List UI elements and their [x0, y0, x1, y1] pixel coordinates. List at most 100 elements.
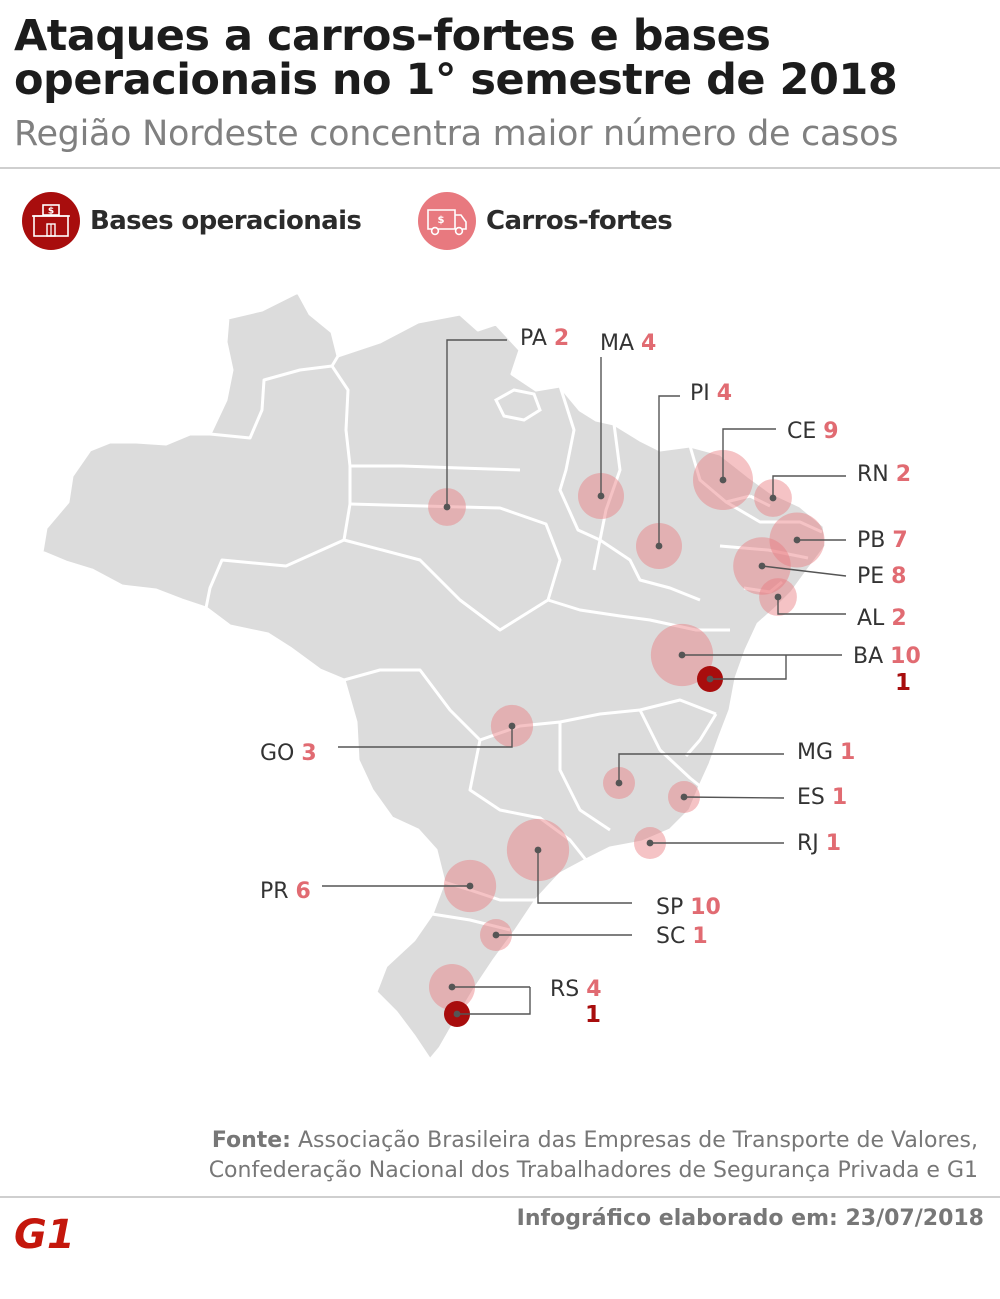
brazil-map: PA 2 MA 4PI 4CE 9RN 2PB 7PE 8AL 2BA 101GO…: [40, 290, 921, 1062]
state-code-mg: MG: [797, 740, 840, 765]
leader-line-pi: [658, 395, 680, 546]
svg-text:$: $: [438, 215, 445, 226]
state-label-ma: MA 4: [600, 331, 656, 356]
state-code-rn: RN: [857, 462, 896, 487]
state-code-sc: SC: [656, 924, 692, 949]
leader-dot-ma: [597, 492, 605, 500]
carros-value-pe: 8: [891, 564, 906, 589]
leader-dot-rs: [448, 983, 456, 991]
carros-value-rn: 2: [896, 462, 911, 487]
carros-value-pb: 7: [892, 528, 907, 553]
leader-dot-sp: [534, 846, 542, 854]
leader-dot-pe: [758, 562, 766, 570]
leader-dot-es: [680, 793, 688, 801]
leader-line-es: [683, 796, 785, 799]
leader-dot-pi: [655, 542, 663, 550]
source-line-1: Associação Brasileira das Empresas de Tr…: [297, 1128, 978, 1153]
carros-value-al: 2: [891, 606, 906, 631]
state-label-rn: RN 2: [857, 462, 911, 487]
state-code-pa: PA: [520, 326, 554, 351]
carros-value-mg: 1: [840, 740, 855, 765]
carros-value-pi: 4: [717, 381, 732, 406]
state-code-pb: PB: [857, 528, 892, 553]
svg-text:$: $: [48, 207, 54, 217]
g1-logo: G1: [14, 1212, 76, 1259]
state-code-es: ES: [797, 785, 832, 810]
leader-dot-pb: [793, 536, 801, 544]
bank-building-icon: $: [22, 192, 80, 250]
leader-dot-pr: [466, 882, 474, 890]
state-label-mg: MG 1: [797, 740, 855, 765]
state-label-pr: PR 6: [260, 879, 311, 904]
footer-divider: [0, 1196, 1000, 1198]
state-label-sc: SC 1: [656, 924, 708, 949]
bases-leader-ba: [710, 655, 787, 680]
legend-carros: $ Carros-fortes: [418, 192, 673, 250]
state-label-es: ES 1: [797, 785, 847, 810]
leader-dot-ce: [719, 476, 727, 484]
leader-dot-rj: [646, 839, 654, 847]
leader-line-rn: [772, 475, 846, 498]
state-code-ce: CE: [787, 419, 823, 444]
state-label-pa: PA 2: [520, 326, 569, 351]
bases-value-rs: 1: [585, 1002, 601, 1028]
leader-line-pa: [446, 339, 507, 507]
carros-value-ba: 10: [890, 644, 921, 669]
state-code-rs: RS: [550, 977, 586, 1002]
state-code-ba: BA: [853, 644, 890, 669]
leader-dot-pa: [443, 503, 451, 511]
bases-leader-dot-rs: [453, 1010, 461, 1018]
state-label-rs: RS 4: [550, 977, 602, 1002]
armored-truck-icon: $: [418, 192, 476, 250]
leader-line-go: [338, 726, 513, 748]
source-note: Fonte: Associação Brasileira das Empresa…: [209, 1126, 978, 1186]
infographic-date: Infográfico elaborado em: 23/07/2018: [516, 1206, 984, 1231]
state-label-pe: PE 8: [857, 564, 906, 589]
carros-value-go: 3: [301, 741, 316, 766]
leader-dot-go: [508, 722, 516, 730]
bases-leader-dot-ba: [706, 675, 714, 683]
carros-value-ma: 4: [641, 331, 656, 356]
legend-bases: $ Bases operacionais: [22, 192, 362, 250]
page-subtitle: Região Nordeste concentra maior número d…: [14, 114, 899, 154]
state-code-go: GO: [260, 741, 301, 766]
marajo-island: [494, 388, 542, 422]
state-code-sp: SP: [656, 895, 690, 920]
bases-value-ba: 1: [895, 670, 911, 696]
bases-leader-rs: [457, 987, 531, 1015]
state-labels-layer: PA 2 MA 4PI 4CE 9RN 2PB 7PE 8AL 2BA 101GO…: [260, 326, 921, 1028]
leader-line-mg: [618, 753, 784, 783]
g1-logo-text: G1: [14, 1214, 75, 1254]
carros-value-pa: 2: [554, 326, 569, 351]
carros-value-rj: 1: [826, 831, 841, 856]
leader-line-sp: [537, 850, 632, 904]
state-label-go: GO 3: [260, 741, 317, 766]
page-title: Ataques a carros-fortes e bases operacio…: [14, 11, 898, 105]
carros-value-ce: 9: [823, 419, 838, 444]
leader-dot-rn: [769, 494, 777, 502]
state-label-ce: CE 9: [787, 419, 839, 444]
leader-line-ce: [722, 428, 776, 480]
carros-value-es: 1: [832, 785, 847, 810]
leader-lines-layer: [322, 339, 847, 1018]
state-label-ba: BA 10: [853, 644, 921, 669]
header-divider: [0, 167, 1000, 169]
leader-line-al: [777, 597, 846, 615]
state-label-pb: PB 7: [857, 528, 908, 553]
leader-dot-ba: [678, 651, 686, 659]
leader-line-pe: [761, 565, 847, 577]
leader-dot-mg: [615, 779, 623, 787]
state-code-rj: RJ: [797, 831, 826, 856]
leader-dot-sc: [492, 931, 500, 939]
state-code-pi: PI: [690, 381, 717, 406]
source-line-2: Confederação Nacional dos Trabalhadores …: [208, 1158, 978, 1183]
carros-value-sp: 10: [690, 895, 721, 920]
state-code-ma: MA: [600, 331, 641, 356]
state-code-pr: PR: [260, 879, 296, 904]
leader-dot-al: [774, 593, 782, 601]
legend-bases-label: Bases operacionais: [90, 206, 362, 236]
legend-carros-label: Carros-fortes: [486, 206, 673, 236]
carros-value-sc: 1: [692, 924, 707, 949]
state-code-al: AL: [857, 606, 891, 631]
state-label-al: AL 2: [857, 606, 907, 631]
